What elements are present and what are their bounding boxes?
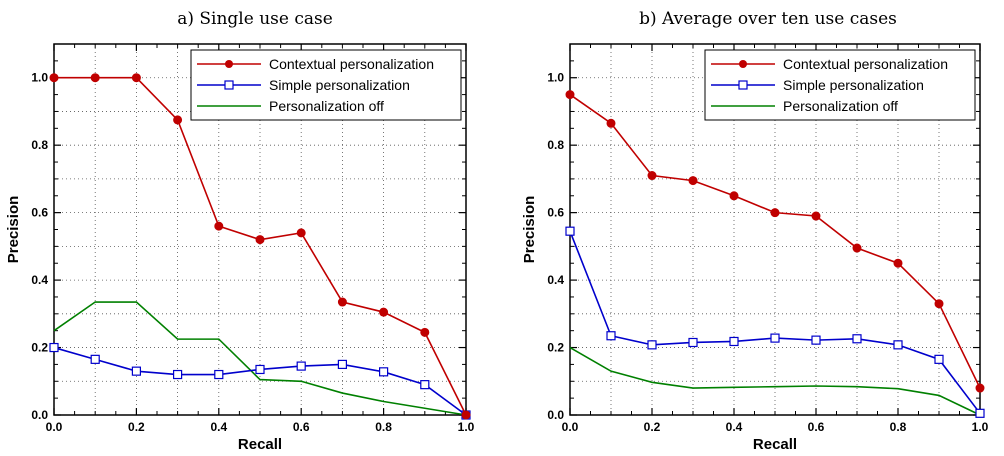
data-point-simple-personalization [337,359,347,370]
legend-label-contextual-personalization: Contextual personalization [783,56,948,72]
x-tick-label: 0.2 [644,420,661,434]
data-point-contextual-personalization [461,410,471,420]
legend-label-personalization-off: Personalization off [783,98,898,114]
x-tick-label: 0.6 [808,420,825,434]
data-point-contextual-personalization [255,235,265,245]
data-point-simple-personalization [131,366,141,376]
x-tick-label: 0.0 [562,420,579,434]
x-tick-label: 0.4 [726,420,743,434]
series-line-personalization-off [569,346,981,416]
y-tick-label: 0.6 [547,206,564,220]
x-tick-label: 0.8 [890,420,907,434]
x-tick-label: 1.0 [458,420,475,434]
y-tick-label: 1.0 [31,71,48,85]
x-tick-label: 0.2 [128,420,145,434]
y-tick-label: 0.6 [31,206,48,220]
data-point-contextual-personalization [770,208,780,218]
data-point-contextual-personalization [565,90,575,100]
data-point-contextual-personalization [893,258,903,268]
data-point-simple-personalization [379,367,389,377]
data-point-simple-personalization [296,361,306,371]
data-point-simple-personalization [565,226,575,236]
data-point-simple-personalization [852,334,862,344]
data-point-contextual-personalization [811,211,821,221]
legend-label-simple-personalization: Simple personalization [783,77,924,93]
y-tick-label: 1.0 [547,71,564,85]
chart-title: b) Average over ten use cases [639,9,897,29]
data-point-simple-personalization [934,354,944,364]
y-tick-label: 0.4 [547,273,564,287]
data-point-contextual-personalization [729,191,739,201]
legend-label-contextual-personalization: Contextual personalization [269,56,434,72]
y-axis-label: Precision [5,196,22,264]
data-point-simple-personalization [729,336,739,347]
data-point-simple-personalization [90,354,100,364]
x-tick-label: 0.6 [293,420,310,434]
data-point-contextual-personalization [688,176,698,186]
data-point-simple-personalization [893,340,903,350]
x-tick-label: 0.4 [210,420,227,434]
x-tick-label: 0.0 [46,420,63,434]
data-point-simple-personalization [606,331,616,341]
chart-single-use-case: a) Single use case 0.0 0.2 0.4 0.6 0.8 1.0 0.0 0… [5,9,475,453]
series-line-personalization-off [53,301,467,416]
data-point-contextual-personalization [131,73,141,83]
data-point-simple-personalization [214,369,224,380]
legend-marker-contextual-personalization [225,60,233,68]
data-point-simple-personalization [811,335,821,345]
data-point-contextual-personalization [173,115,183,125]
data-point-contextual-personalization [49,73,59,83]
legend-label-simple-personalization: Simple personalization [269,77,410,93]
data-point-contextual-personalization [296,228,306,238]
data-point-contextual-personalization [934,299,944,309]
legend-marker-simple-personalization [224,80,234,90]
data-point-contextual-personalization [337,297,347,307]
y-tick-label: 0.8 [31,138,48,152]
y-tick-label: 0.2 [547,341,564,355]
data-point-simple-personalization [420,380,430,390]
y-tick-label: 0.2 [31,341,48,355]
data-point-contextual-personalization [647,171,657,181]
data-point-simple-personalization [688,337,698,348]
data-point-contextual-personalization [975,383,985,393]
x-tick-label: 0.8 [375,420,392,434]
x-axis-label: Recall [753,436,797,453]
chart-title: a) Single use case [177,9,333,29]
y-tick-label: 0.0 [31,408,48,422]
data-point-simple-personalization [255,364,265,375]
data-point-simple-personalization [49,342,59,353]
x-axis-label: Recall [238,436,282,453]
y-tick-label: 0.0 [547,408,564,422]
data-point-simple-personalization [647,340,657,350]
data-point-simple-personalization [770,333,780,343]
legend-marker-contextual-personalization [739,60,747,68]
data-point-contextual-personalization [852,243,862,253]
legend-marker-simple-personalization [738,80,748,90]
legend-label-personalization-off: Personalization off [269,98,384,114]
chart-svg: a) Single use case 0.0 0.2 0.4 0.6 0.8 1.0 0.0 0… [5,9,475,453]
x-tick-label: 1.0 [972,420,989,434]
data-point-contextual-personalization [214,221,224,231]
chart-svg: b) Average over ten use cases 0.0 0.2 0.4 0.… [521,9,989,453]
data-point-contextual-personalization [379,307,389,317]
chart-average-use-cases: b) Average over ten use cases 0.0 0.2 0.4 0.… [502,0,1004,456]
data-point-simple-personalization [975,408,985,418]
y-tick-label: 0.8 [547,138,564,152]
data-point-contextual-personalization [606,118,616,128]
y-tick-label: 0.4 [31,273,48,287]
data-point-simple-personalization [173,369,183,380]
data-point-contextual-personalization [420,327,430,337]
data-point-contextual-personalization [90,73,100,83]
y-axis-label: Precision [521,196,538,264]
